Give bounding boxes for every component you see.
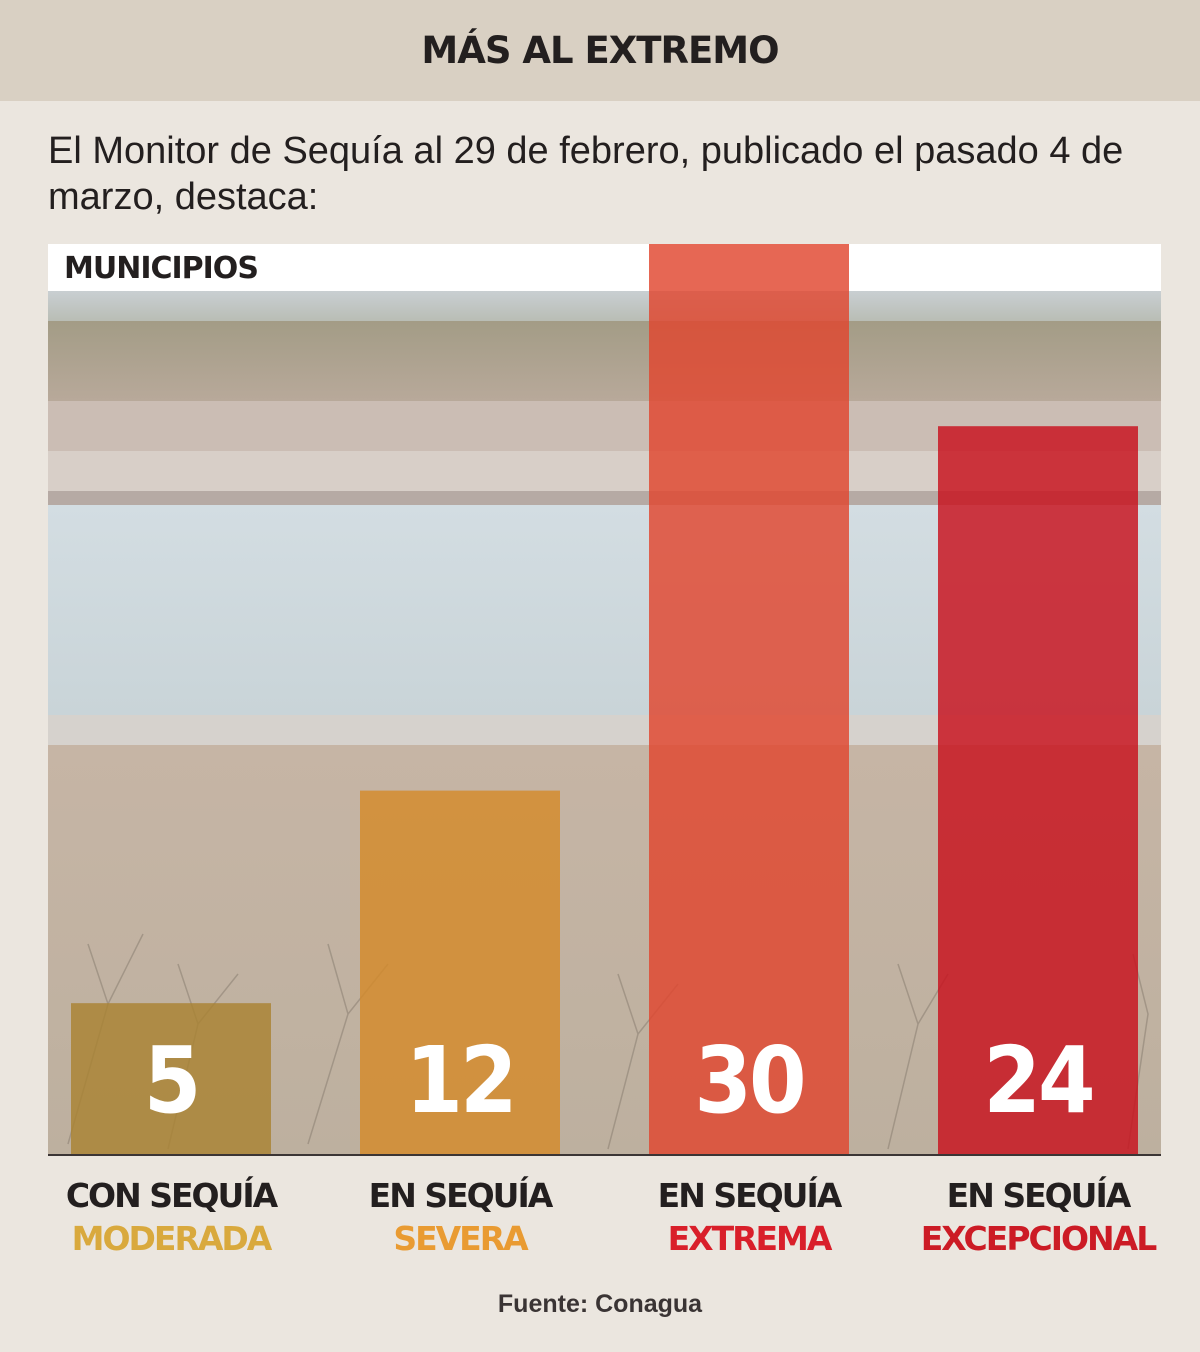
bar-chart: 5 CON SEQUÍA MODERADA 12 EN SEQUÍA SEVERA 30 EN… bbox=[48, 244, 1161, 1258]
bar-value-label: 24 bbox=[983, 1027, 1092, 1134]
bar-value-label: 30 bbox=[694, 1027, 803, 1134]
category-label-line2: MODERADA bbox=[72, 1219, 273, 1258]
category-label-line2: EXTREMA bbox=[668, 1219, 833, 1258]
bar-value-label: 12 bbox=[405, 1027, 514, 1134]
category-label-line2: EXCEPCIONAL bbox=[921, 1219, 1157, 1258]
subtitle: El Monitor de Sequía al 29 de febrero, p… bbox=[48, 130, 1124, 218]
category-label-line2: SEVERA bbox=[393, 1219, 529, 1258]
bar-value-label: 5 bbox=[144, 1027, 199, 1134]
source-note: Fuente: Conagua bbox=[497, 1290, 703, 1318]
bar-2 bbox=[360, 790, 560, 1155]
axis-label: MUNICIPIOS bbox=[64, 251, 259, 286]
category-label-line1: EN SEQUÍA bbox=[369, 1175, 554, 1215]
bar-3 bbox=[649, 244, 849, 1155]
page-title: MÁS AL EXTREMO bbox=[421, 29, 779, 72]
header-bar: MÁS AL EXTREMO bbox=[0, 0, 1200, 101]
category-label-line1: CON SEQUÍA bbox=[66, 1175, 279, 1215]
category-label-line1: EN SEQUÍA bbox=[947, 1175, 1132, 1215]
bar-1 bbox=[71, 1003, 271, 1155]
category-label-line1: EN SEQUÍA bbox=[658, 1175, 843, 1215]
bar-4 bbox=[938, 426, 1138, 1155]
axis-label-box: MUNICIPIOS bbox=[48, 244, 1161, 291]
